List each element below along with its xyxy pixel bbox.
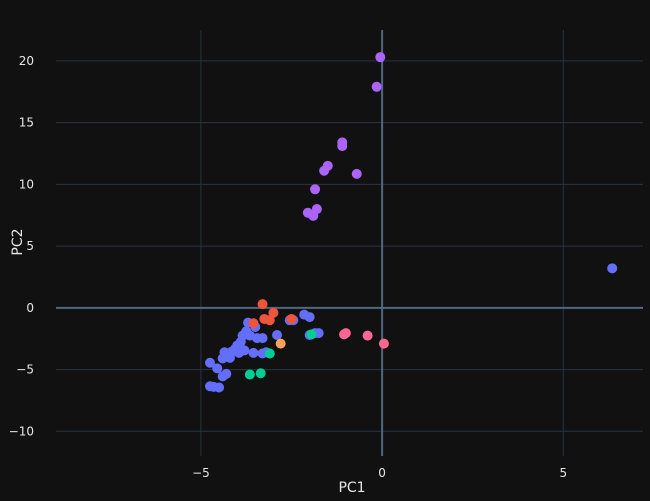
data-point[interactable] [239, 345, 250, 356]
y-tick-label: −10 [9, 424, 34, 438]
data-point[interactable] [286, 313, 297, 324]
y-tick-label: 0 [26, 301, 34, 315]
y-axis-title: PC2 [10, 228, 26, 255]
data-point[interactable] [378, 338, 389, 349]
zero-lines [56, 30, 643, 456]
data-points[interactable] [204, 52, 618, 393]
data-point[interactable] [272, 329, 283, 340]
data-point[interactable] [257, 333, 268, 344]
data-point[interactable] [204, 357, 215, 368]
data-point[interactable] [268, 307, 279, 318]
x-axis-title: PC1 [338, 480, 365, 496]
data-point[interactable] [308, 210, 319, 221]
data-point[interactable] [337, 141, 348, 152]
y-tick-label: 10 [19, 177, 34, 191]
data-point[interactable] [248, 318, 259, 329]
y-tick-label: 20 [19, 54, 34, 68]
x-tick-label: 5 [559, 466, 567, 480]
data-point[interactable] [264, 315, 275, 326]
data-point[interactable] [257, 299, 268, 310]
data-point[interactable] [255, 368, 266, 379]
data-point[interactable] [244, 369, 255, 380]
data-point[interactable] [319, 165, 330, 176]
data-point[interactable] [214, 382, 225, 393]
data-point[interactable] [221, 368, 232, 379]
data-point[interactable] [264, 348, 275, 359]
data-point[interactable] [310, 184, 321, 195]
data-point[interactable] [340, 328, 351, 339]
data-point[interactable] [275, 338, 286, 349]
y-axis-ticks: −10 −5 0 5 10 15 20 [9, 54, 34, 438]
x-tick-label: −5 [192, 466, 210, 480]
data-point[interactable] [248, 347, 259, 358]
x-tick-label: 0 [378, 466, 386, 480]
data-point[interactable] [362, 330, 373, 341]
y-tick-label: 15 [19, 116, 34, 130]
data-point[interactable] [304, 312, 315, 323]
data-point[interactable] [212, 363, 223, 374]
data-point[interactable] [371, 81, 382, 92]
y-tick-label: −5 [16, 363, 34, 377]
data-point[interactable] [306, 329, 317, 340]
data-point[interactable] [375, 52, 386, 63]
y-tick-label: 5 [26, 239, 34, 253]
x-axis-ticks: −5 0 5 [192, 466, 567, 480]
data-point[interactable] [607, 263, 618, 274]
data-point[interactable] [351, 168, 362, 179]
grid [56, 30, 643, 456]
